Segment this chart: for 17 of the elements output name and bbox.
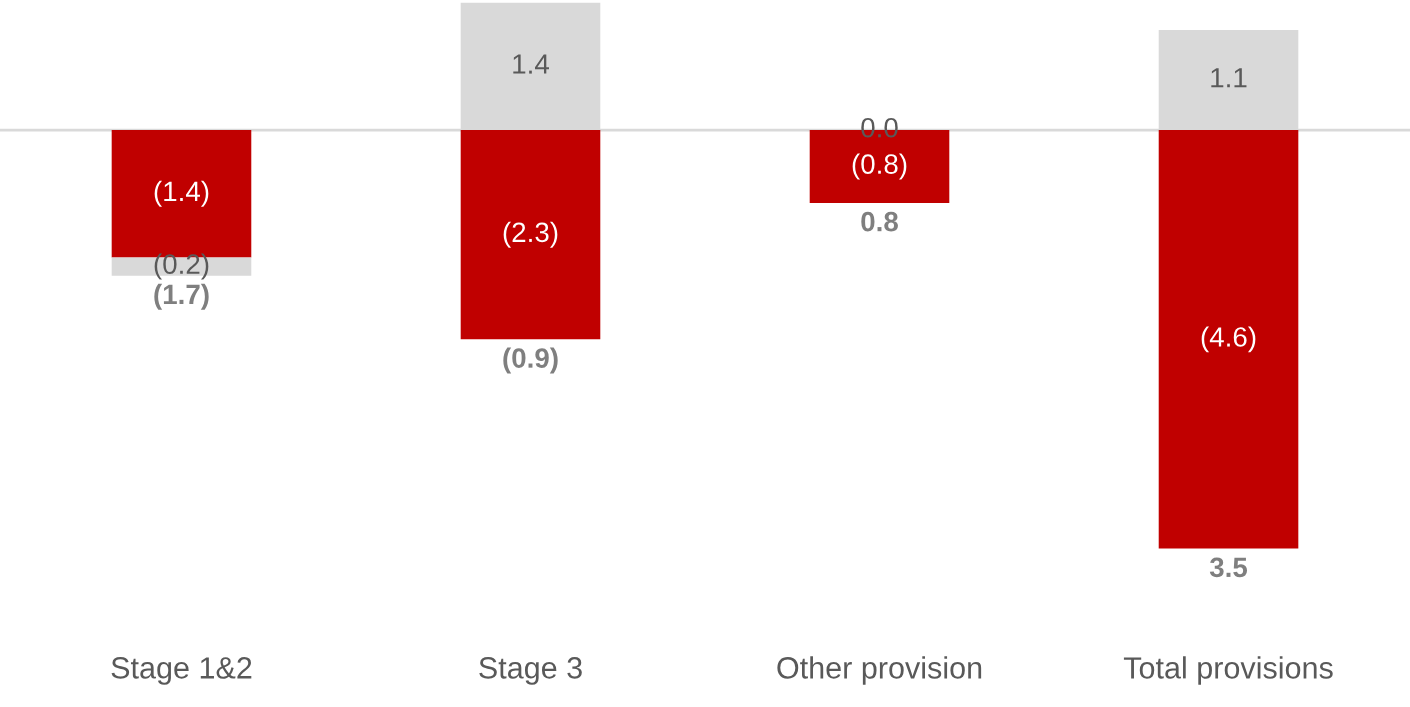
x-tick-label: Total provisions: [1123, 656, 1333, 685]
x-tick-label: Stage 1&2: [111, 657, 252, 685]
data-label: (0.2): [154, 253, 209, 280]
data-label: (0.8): [852, 153, 907, 180]
data-label: (1.4): [154, 180, 209, 207]
x-tick-label: Stage 3: [479, 657, 582, 685]
annotation: 0.8: [861, 211, 898, 232]
annotation: 3.5: [1209, 557, 1248, 578]
data-label: (2.3): [503, 221, 558, 248]
annotation: (1.7): [154, 283, 209, 310]
data-label: 1.4: [513, 54, 549, 74]
annotation: (0.9): [503, 347, 558, 374]
data-label: (4.6): [1201, 326, 1256, 353]
x-tick-label: Other provision: [777, 656, 982, 685]
bar: [1158, 130, 1299, 549]
data-label: 1.1: [1211, 68, 1247, 88]
bar: [460, 130, 601, 340]
